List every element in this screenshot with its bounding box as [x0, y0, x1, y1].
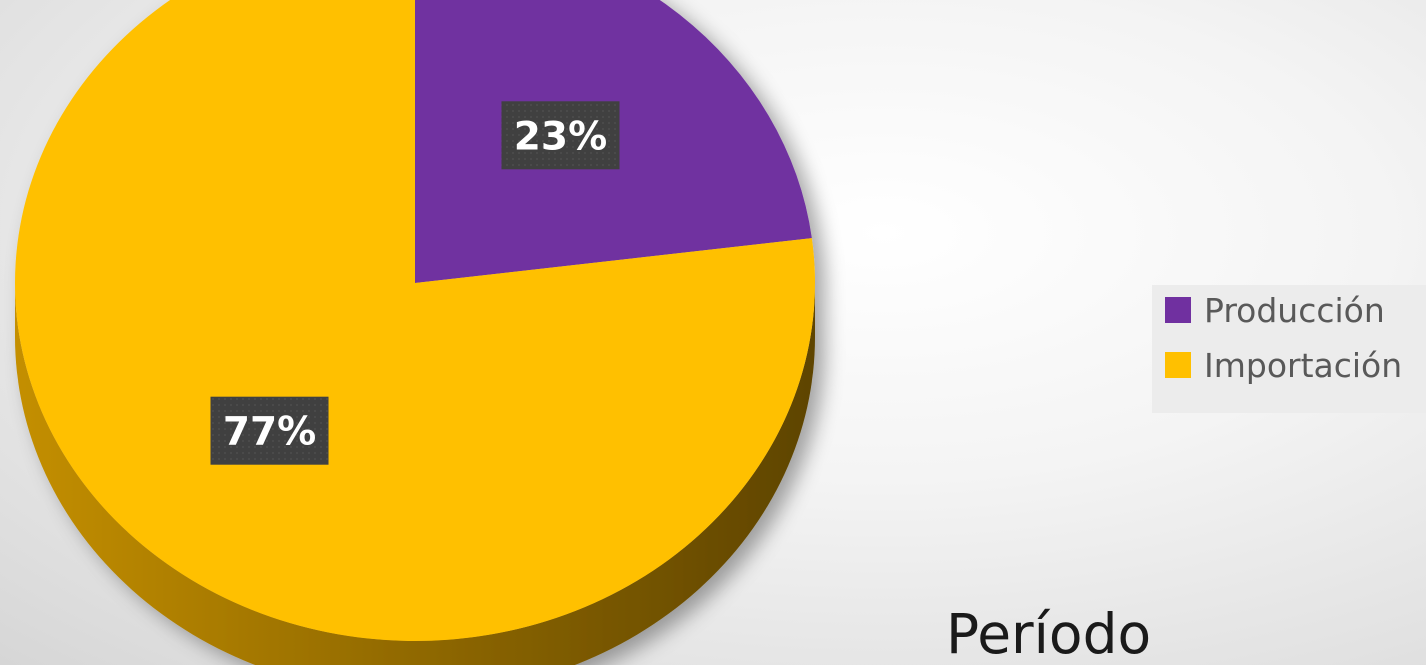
legend-swatch-produccion: [1165, 297, 1191, 323]
legend: Producción Importación: [1152, 285, 1426, 413]
legend-item-importacion: Importación: [1165, 343, 1402, 387]
legend-label-produccion: Producción: [1204, 290, 1385, 330]
data-label-texture-0: [501, 101, 620, 170]
pie-slice-1: [15, 0, 815, 641]
data-label-text-0: 23%: [514, 114, 607, 159]
legend-swatch-importacion: [1165, 352, 1191, 378]
data-label-1: 77%: [210, 396, 329, 465]
period-caption: Período: [946, 602, 1152, 665]
data-label-texture-1: [210, 396, 329, 465]
data-label-0: 23%: [501, 101, 620, 170]
legend-label-importacion: Importación: [1204, 345, 1403, 385]
legend-item-produccion: Producción: [1165, 288, 1385, 332]
data-label-text-1: 77%: [223, 410, 316, 455]
